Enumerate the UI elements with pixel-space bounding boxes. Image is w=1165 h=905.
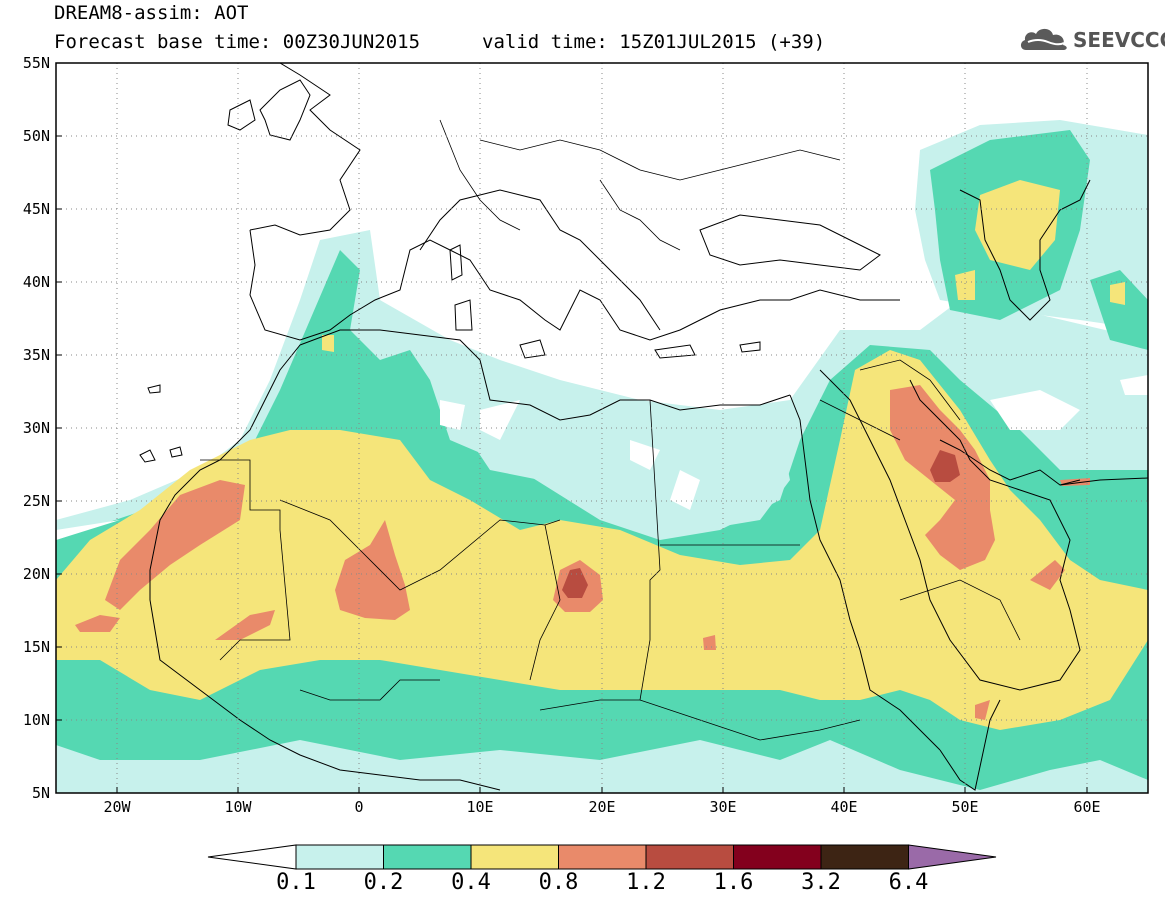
colorbar-label: 0.1	[276, 870, 316, 895]
colorbar-bin	[733, 844, 822, 870]
lat-label: 20N	[23, 565, 50, 583]
lat-labels: 55N 50N 45N 40N 35N 30N 25N 20N 15N 10N …	[23, 54, 50, 802]
colorbar	[207, 844, 997, 870]
lat-label: 5N	[32, 784, 50, 802]
lon-label: 20E	[588, 798, 615, 816]
aot-band-0.2-east	[1090, 270, 1148, 350]
lat-label: 55N	[23, 54, 50, 72]
lon-label: 50E	[951, 798, 978, 816]
seevccc-logo: SEEVCCC	[1018, 24, 1165, 54]
colorbar-bin	[645, 844, 734, 870]
colorbar-bin	[820, 844, 909, 870]
colorbar-label: 0.4	[451, 870, 491, 895]
colorbar-bin	[383, 844, 472, 870]
lon-label: 60E	[1073, 798, 1100, 816]
lat-label: 30N	[23, 419, 50, 437]
lat-label: 45N	[23, 200, 50, 218]
lat-label: 15N	[23, 638, 50, 656]
colorbar-label: 0.2	[363, 870, 404, 895]
cloud-icon	[1020, 28, 1067, 50]
base-time: Forecast base time: 00Z30JUN2015	[54, 31, 421, 53]
logo-text: SEEVCCC	[1073, 28, 1165, 52]
colorbar-bin	[295, 844, 384, 870]
lon-label: 0	[354, 798, 363, 816]
colorbar-label: 3.2	[801, 870, 841, 895]
lon-label: 10E	[466, 798, 493, 816]
aot-band-1.2	[562, 568, 588, 598]
lat-label: 10N	[23, 711, 50, 729]
lon-labels: 20W 10W 0 10E 20E 30E 40E 50E 60E	[103, 798, 1100, 816]
lat-label: 25N	[23, 492, 50, 510]
aot-band-0.4-north	[975, 180, 1060, 270]
colorbar-label: 1.2	[626, 870, 666, 895]
model-title: DREAM8-assim: AOT	[54, 2, 249, 24]
lat-label: 50N	[23, 127, 50, 145]
aot-band-0.8	[105, 480, 245, 610]
colorbar-label: 1.6	[713, 870, 754, 895]
colorbar-max-arrow	[908, 844, 997, 870]
colorbar-bin	[558, 844, 647, 870]
valid-time: valid time: 15Z01JUL2015 (+39)	[482, 31, 826, 53]
lon-label: 40E	[830, 798, 857, 816]
lon-label: 20W	[103, 798, 131, 816]
coastlines	[139, 63, 1148, 791]
colorbar-label: 6.4	[888, 870, 929, 895]
grid	[56, 63, 1148, 793]
lon-label: 30E	[709, 798, 736, 816]
forecast-times: Forecast base time: 00Z30JUN2015 valid ti…	[54, 31, 825, 53]
lon-label: 10W	[224, 798, 252, 816]
colorbar-bin	[470, 844, 559, 870]
colorbar-label: 0.8	[538, 870, 579, 895]
aot-band-0.4	[56, 350, 1148, 730]
lat-label: 35N	[23, 346, 50, 364]
axis-ticks	[56, 62, 1088, 794]
colorbar-min-arrow	[207, 844, 297, 870]
lat-label: 40N	[23, 273, 50, 291]
